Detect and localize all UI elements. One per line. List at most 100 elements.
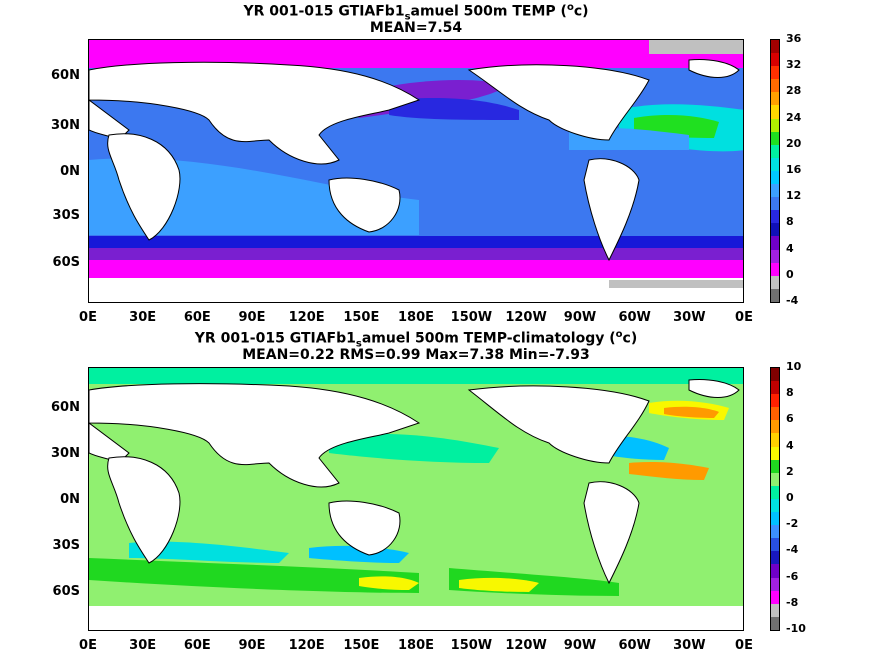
map2-lon-label: 150E <box>343 638 380 653</box>
map2-lat-label: 0N <box>60 492 80 507</box>
map2-lon-label: 30W <box>673 638 706 653</box>
map2-colorbar-label: -6 <box>786 569 799 583</box>
map1-colorbar-swatch <box>771 262 779 276</box>
map1-colorbar-swatch <box>771 40 779 54</box>
map1-lon-label: 0E <box>735 310 753 325</box>
map2-colorbar-swatch <box>771 498 779 513</box>
map2-colorbar-swatch <box>771 472 779 486</box>
map1-colorbar-label: 0 <box>786 267 794 281</box>
map1-colorbar-label: 24 <box>786 110 802 124</box>
map1-lon-label: 150W <box>450 310 493 325</box>
map1-lon-label: 90W <box>563 310 597 325</box>
map2-colorbar-label: 10 <box>786 360 802 373</box>
map1-colorbar <box>770 39 780 303</box>
map2-lon-label: 60W <box>618 638 651 653</box>
map2-colorbar-label: -8 <box>786 595 799 609</box>
map2-lat-label: 60N <box>51 400 80 415</box>
map2-lon-label: 120W <box>505 638 547 653</box>
map2-colorbar-swatch <box>771 381 779 395</box>
map1-colorbar-swatch <box>771 105 779 119</box>
map1-colorbar-swatch <box>771 288 779 302</box>
map1-colorbar-label: 12 <box>786 189 802 203</box>
map2-lon-label: 120E <box>288 638 325 653</box>
map2-colorbar-label: 8 <box>786 386 794 400</box>
map2-lon-label: 0E <box>79 638 97 653</box>
map1-colorbar-label: 8 <box>786 215 794 229</box>
map1-colorbar-swatch <box>771 144 779 158</box>
map1-lat-label: 60S <box>52 255 80 270</box>
map2-colorbar-label: 6 <box>786 412 794 426</box>
map2-colorbar-swatch <box>771 420 779 434</box>
map2-colorbar-swatch <box>771 590 779 604</box>
map1-lat-label: 30S <box>52 208 80 223</box>
map1-lon-label: 60W <box>618 310 651 325</box>
map2-lon-label: 90W <box>563 638 597 653</box>
map1-colorbar-swatch <box>771 275 779 289</box>
map2-colorbar-swatch <box>771 538 779 552</box>
map2-lon-label: 90E <box>238 638 266 653</box>
map1-panel <box>88 39 744 303</box>
map1-colorbar-label: 20 <box>786 136 802 150</box>
map1-lon-label: 60E <box>183 310 211 325</box>
map1-colorbar-swatch <box>771 92 779 106</box>
map2-colorbar-swatch <box>771 446 779 460</box>
map2-colorbar-swatch <box>771 564 779 578</box>
map2-colorbar-swatch <box>771 525 779 539</box>
map1-colorbar-swatch <box>771 184 779 198</box>
map1-colorbar-swatch <box>771 223 779 237</box>
map1-lon-label: 120W <box>505 310 547 325</box>
map2-lat-label: 60S <box>52 584 80 599</box>
map2-colorbar-label: -4 <box>786 543 799 557</box>
map2-field <box>89 368 743 630</box>
map1-lon-label: 180E <box>397 310 435 325</box>
map1-lon-label: 120E <box>288 310 325 325</box>
map1-lon-label: 0E <box>79 310 97 325</box>
map1-colorbar-label: 36 <box>786 32 802 45</box>
map1-lat-label: 30N <box>51 118 80 133</box>
map2-colorbar-swatch <box>771 394 779 408</box>
map2-colorbar-swatch <box>771 512 779 526</box>
map1-stats: MEAN=7.54 <box>369 20 463 36</box>
map1-colorbar-label: 32 <box>786 58 802 72</box>
map2-colorbar-swatch <box>771 368 779 382</box>
map1-lat-label: 0N <box>60 164 80 179</box>
map2-colorbar-label: -10 <box>786 622 806 635</box>
map2-colorbar-swatch <box>771 459 779 473</box>
map2-colorbar-swatch <box>771 485 779 499</box>
map2-colorbar-swatch <box>771 577 779 591</box>
map2-title: YR 001-015 GTIAFb1samuel 500m TEMP-clima… <box>194 329 638 350</box>
map2-colorbar-label: 2 <box>786 464 794 478</box>
map2-stats: MEAN=0.22 RMS=0.99 Max=7.38 Min=-7.93 <box>242 347 590 363</box>
map1-colorbar-swatch <box>771 66 779 80</box>
map2-lon-label: 30E <box>129 638 157 653</box>
map2-colorbar-label: -2 <box>786 517 799 531</box>
map2-lat-label: 30N <box>51 446 80 461</box>
map2-colorbar-swatch <box>771 551 779 565</box>
map1-colorbar-swatch <box>771 118 779 132</box>
map2-lon-label: 0E <box>735 638 753 653</box>
map1-lon-label: 30W <box>673 310 706 325</box>
map2-lon-label: 180E <box>397 638 435 653</box>
map1-colorbar-swatch <box>771 79 779 93</box>
map2-colorbar-label: 4 <box>786 438 794 452</box>
map1-colorbar-swatch <box>771 210 779 224</box>
map2-lat-label: 30S <box>52 538 80 553</box>
map2-panel <box>88 367 744 631</box>
map2-colorbar <box>770 367 780 631</box>
map1-field <box>89 40 743 302</box>
map1-lon-label: 90E <box>238 310 266 325</box>
map1-colorbar-swatch <box>771 170 779 185</box>
map2-lon-label: 60E <box>183 638 211 653</box>
map1-colorbar-swatch <box>771 197 779 211</box>
map2-colorbar-label: 0 <box>786 491 794 504</box>
map1-colorbar-label: 4 <box>786 241 794 255</box>
map1-colorbar-label: 16 <box>786 163 802 176</box>
map2-colorbar-swatch <box>771 616 779 630</box>
map1-colorbar-swatch <box>771 131 779 145</box>
map1-lat-label: 60N <box>51 68 80 83</box>
map1-colorbar-swatch <box>771 236 779 250</box>
map1-lon-label: 150E <box>343 310 380 325</box>
map1-colorbar-swatch <box>771 249 779 263</box>
map1-colorbar-swatch <box>771 157 779 171</box>
map2-lon-label: 150W <box>450 638 493 653</box>
